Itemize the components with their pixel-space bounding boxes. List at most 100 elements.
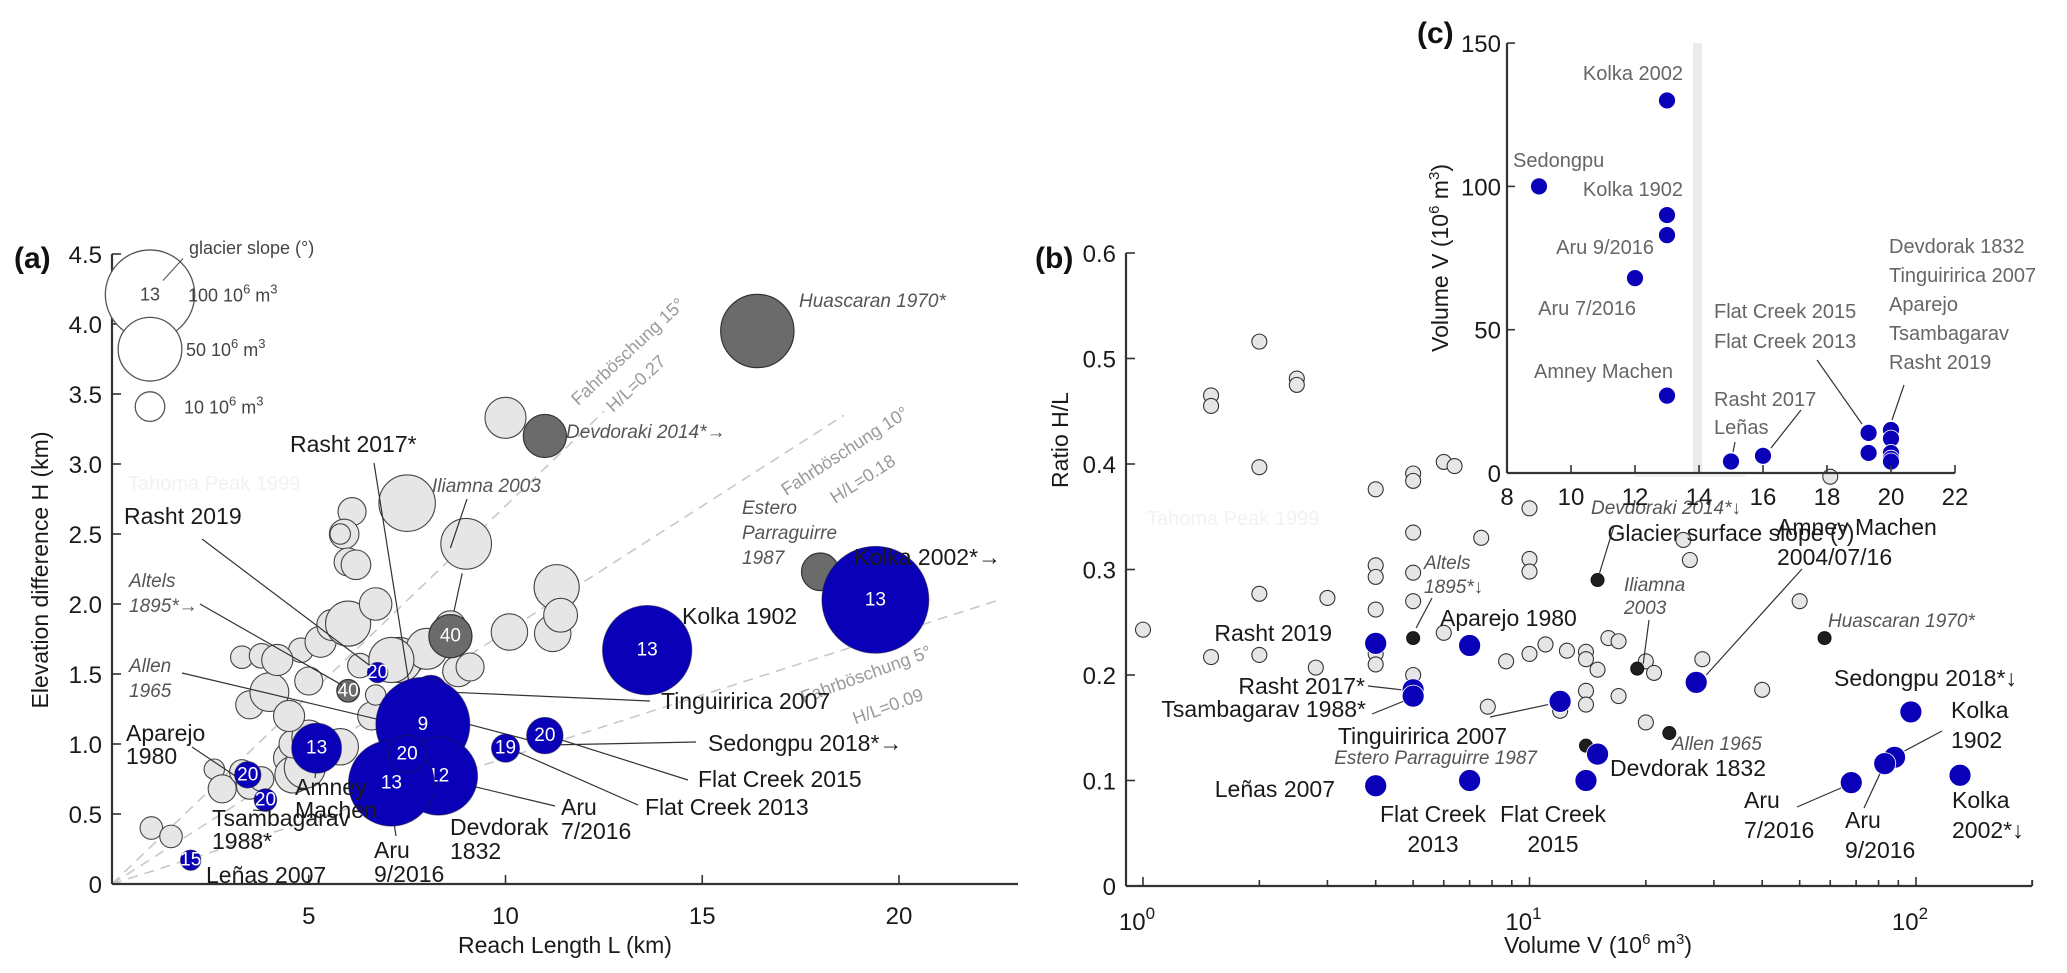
- bubble-slope-label: 15: [180, 850, 201, 871]
- light-point: [1134, 621, 1152, 638]
- ghost-label-b: Tahoma Peak 1999: [1147, 508, 1319, 530]
- light-bubble: [329, 523, 351, 545]
- leader-line: [1371, 700, 1404, 715]
- x-tick-label-c: 8: [1500, 484, 1513, 511]
- light-point: [1675, 531, 1692, 549]
- x-tick-label-a: 15: [689, 903, 716, 930]
- light-point: [1405, 524, 1422, 541]
- glacier-point: [1364, 631, 1388, 655]
- glacier-bubble: [180, 849, 202, 871]
- y-axis-label-b: Ratio H/L: [1047, 392, 1073, 488]
- dark-point: [1630, 661, 1645, 676]
- label-aru-7-2016-c: Aru 7/2016: [1538, 298, 1636, 320]
- light-bubble: [261, 643, 294, 677]
- x-tick-label-c: 12: [1622, 484, 1649, 511]
- xlabel-b-end: ): [1684, 932, 1692, 958]
- label-allen-1965-line: 1965: [129, 681, 172, 702]
- label-tinguiririca-2007: Tinguiririca 2007: [661, 688, 830, 714]
- label-flat-creek-2013-b-line: 2013: [1407, 831, 1458, 857]
- label-altels-1895-line: Altels: [128, 571, 176, 592]
- y-tick-label-a: 2.5: [69, 522, 102, 549]
- light-bubble: [159, 824, 183, 849]
- label-altels-1895-b-line: Altels: [1423, 553, 1471, 574]
- glacier-point-c: [1658, 386, 1676, 405]
- light-point: [1367, 568, 1384, 585]
- label-aru-9-2016-c: Aru 9/2016: [1556, 237, 1654, 259]
- y-tick-label-c: 50: [1474, 318, 1501, 345]
- label-kolka-2002-b-line: Kolka: [1952, 787, 2010, 813]
- panel-a: (a) Fahrböschung 15°H/L=0.27Fahrböschung…: [14, 238, 1018, 958]
- label-rasht-2017-c: Rasht 2017: [1714, 389, 1816, 411]
- legend-label-unit: m: [250, 286, 270, 306]
- label-aru-9-2016-b-line: 9/2016: [1845, 837, 1915, 863]
- label-estero-parraguirre-1987: Estero Parraguirre 1987: [742, 498, 837, 569]
- label-devdorak-1832-line: 1832: [450, 838, 501, 864]
- light-point: [1367, 656, 1384, 673]
- label-kolka-1902-b-line: 1902: [1951, 727, 2002, 753]
- label-flat-creek-2015-b-line: 2015: [1527, 831, 1578, 857]
- tick-base: 10: [1505, 909, 1532, 936]
- bubble-slope-label: 13: [865, 589, 886, 610]
- fahrboeschung-ratio-label: H/L=0.09: [850, 684, 926, 728]
- light-bubble: [139, 816, 164, 840]
- fahrboeschung-line: [111, 410, 605, 885]
- light-bubble: [455, 652, 485, 682]
- dark-point: [1406, 631, 1421, 646]
- legend-label-sup2: 3: [256, 394, 263, 409]
- dark-bubble: [720, 293, 795, 369]
- label-lenas-2007: Leñas 2007: [206, 862, 326, 888]
- label-rasht-2017: Rasht 2017*: [290, 431, 417, 457]
- glacier-point: [1458, 634, 1482, 657]
- label-huascaran-1970-b: Huascaran 1970*: [1828, 611, 1975, 632]
- label-amney-machen-b-line: Amney Machen: [1777, 514, 1937, 540]
- xlabel-b-sup: 6: [1642, 931, 1650, 948]
- leader-line: [1367, 685, 1402, 691]
- label-group-20-c: Rasht 2019: [1889, 352, 1991, 374]
- legend-label-sup: 6: [229, 394, 236, 409]
- light-point: [1405, 564, 1422, 581]
- glacier-point: [1586, 742, 1609, 766]
- leader-line: [1598, 525, 1615, 574]
- bubble-slope-label: 13: [637, 640, 658, 661]
- light-point: [1521, 645, 1538, 662]
- legend-label-text: 10 10: [184, 398, 229, 418]
- label-kolka-2002-c: Kolka 2002: [1583, 63, 1683, 85]
- label-amney-machen: Amney Machen: [295, 774, 377, 823]
- glacier-bubble: [526, 716, 564, 755]
- light-bubble: [490, 613, 529, 651]
- dark-bubble: [522, 413, 568, 459]
- leader-line: [449, 498, 468, 549]
- glacier-point-c: [1658, 226, 1676, 245]
- x-tick-label-c: 20: [1878, 484, 1905, 511]
- label-aru-9-2016-line: 9/2016: [374, 861, 444, 887]
- x-tick-label-c: 14: [1686, 484, 1713, 511]
- panel-c-label: (c): [1417, 17, 1454, 50]
- label-aru-7-2016-b: Aru 7/2016: [1744, 787, 1814, 843]
- y-tick-label-b: 0.4: [1083, 452, 1116, 479]
- label-group-20-c: Devdorak 1832: [1889, 236, 2025, 258]
- glacier-point-c: [1754, 446, 1772, 465]
- leader-line: [453, 573, 463, 612]
- label-altels-1895-b: Altels 1895*↓: [1423, 553, 1483, 598]
- label-iliamna-2003-b-line: 2003: [1623, 598, 1667, 619]
- light-points: [1134, 333, 1839, 731]
- light-point: [1498, 653, 1515, 670]
- legend-volume-label: 10 106 m3: [184, 394, 264, 418]
- y-tick-label-c: 100: [1461, 174, 1501, 201]
- label-amney-machen-c: Amney Machen: [1534, 361, 1673, 383]
- legend-example-slope: 13: [140, 285, 160, 305]
- label-aru-7-2016-b-line: 7/2016: [1744, 817, 1814, 843]
- label-aparejo-1980-b: Aparejo 1980: [1440, 605, 1577, 631]
- dark-bubble: [428, 614, 473, 659]
- x-tick-label-c: 10: [1558, 484, 1585, 511]
- glacier-point: [1899, 700, 1923, 724]
- label-huascaran-1970: Huascaran 1970*: [799, 291, 946, 312]
- legend-volume-label: 100 106 m3: [188, 282, 278, 306]
- glacier-bubble: [387, 734, 427, 774]
- light-point: [1251, 333, 1268, 350]
- legend-label-unit: m: [238, 340, 258, 360]
- leader-line: [1796, 787, 1842, 808]
- label-devdorak-1832-line: Devdorak: [450, 814, 549, 840]
- tick-base: 10: [1119, 909, 1146, 936]
